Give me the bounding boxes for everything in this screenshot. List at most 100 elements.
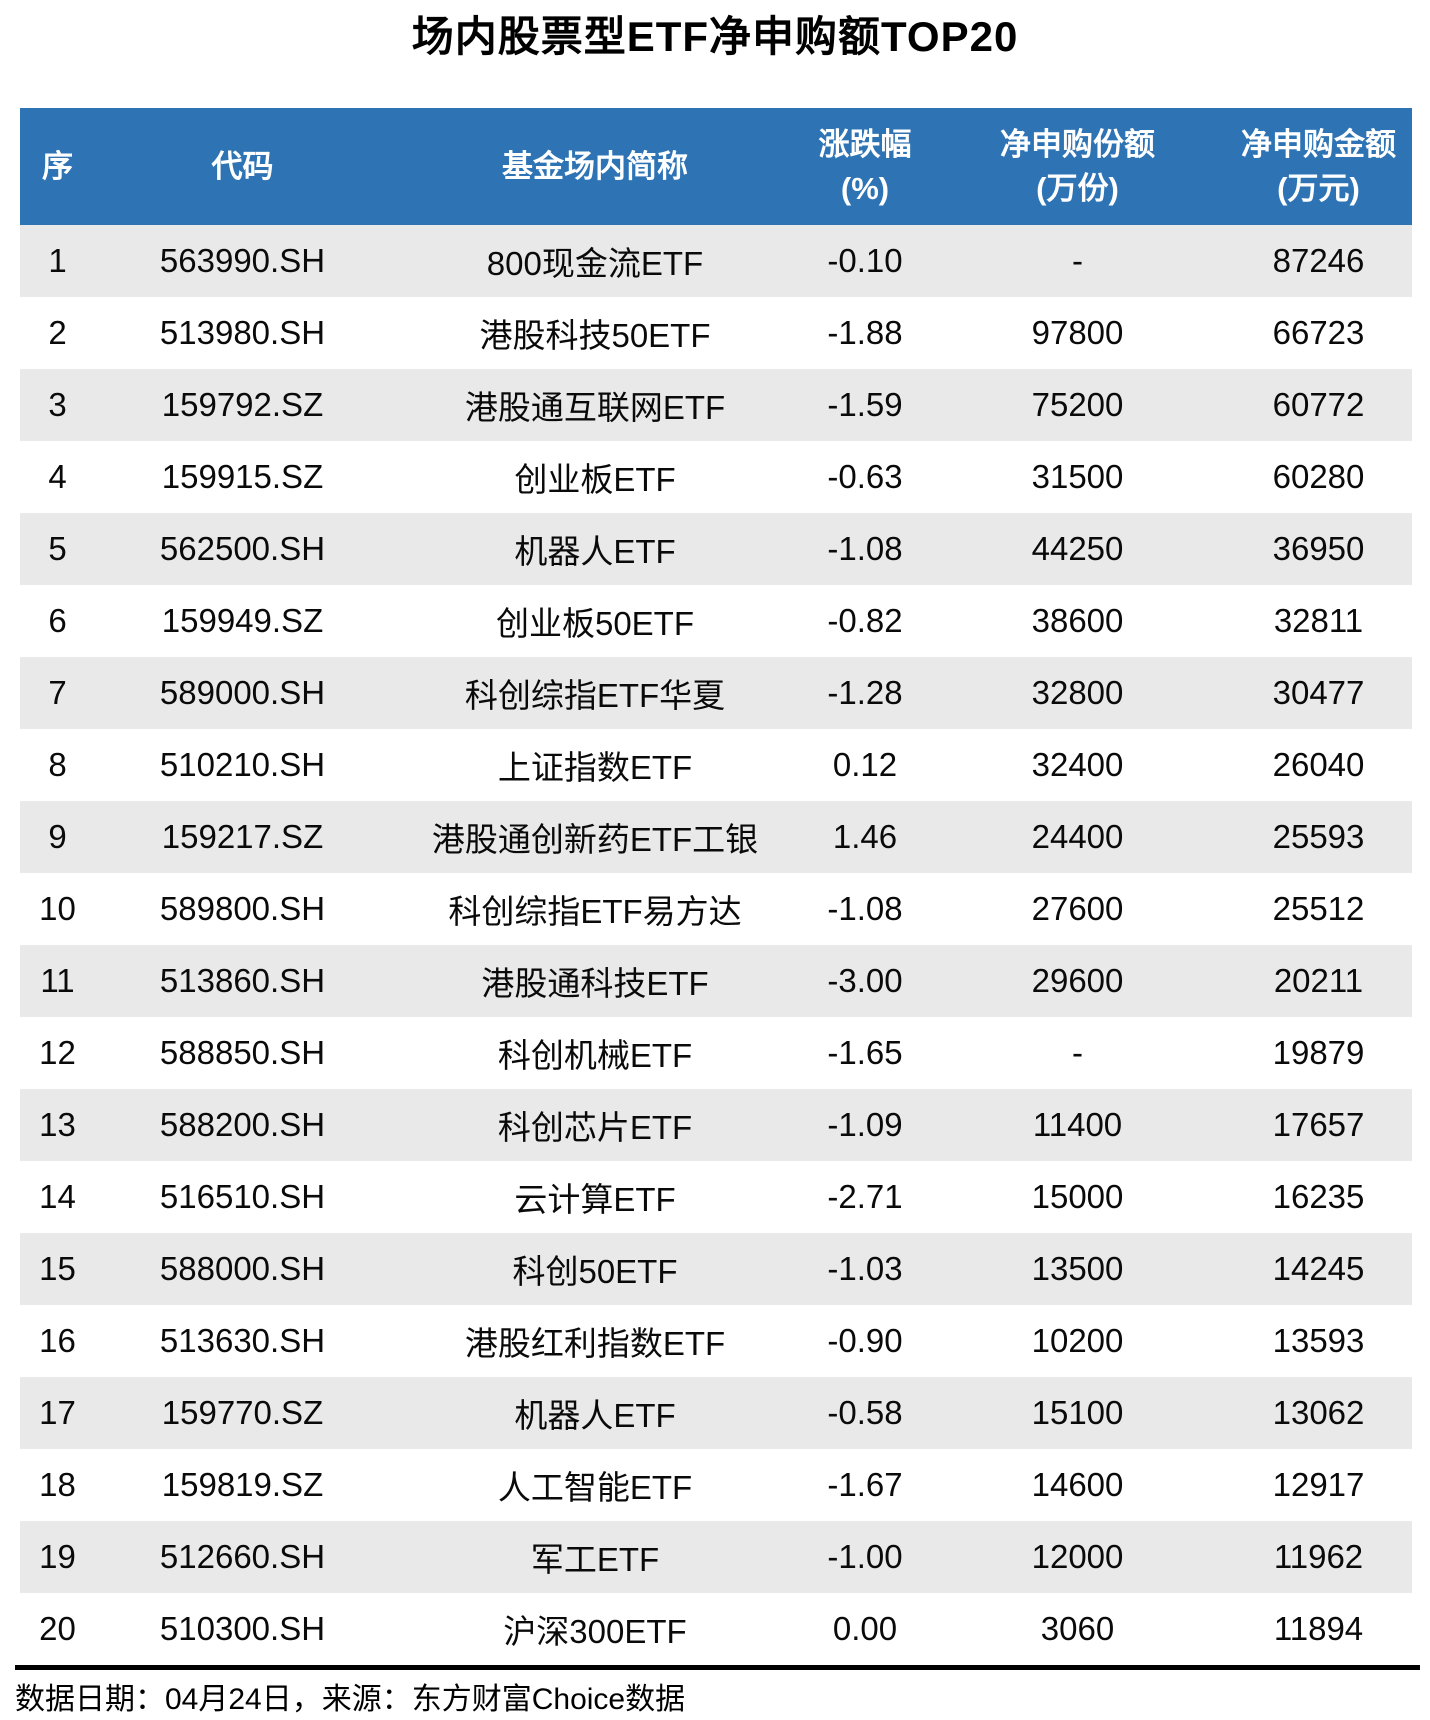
cell-change: -1.03: [827, 1250, 903, 1287]
cell-change: -1.67: [827, 1466, 903, 1503]
cell-code: 159949.SZ: [161, 602, 324, 639]
cell-shares: 75200: [1031, 386, 1124, 423]
cell-name: 科创芯片ETF: [497, 1109, 693, 1146]
cell-shares: 11400: [1032, 1106, 1123, 1143]
page-title: 场内股票型ETF净申购额TOP20: [411, 13, 1019, 60]
table-row: 12 588850.SH 科创机械ETF -1.65 - 19879: [20, 1017, 1412, 1089]
cell-name: 创业板ETF: [514, 461, 676, 498]
cell-change: -1.00: [827, 1538, 903, 1575]
cell-shares: 32800: [1031, 674, 1124, 711]
cell-code: 510300.SH: [159, 1610, 326, 1647]
cell-name: 创业板50ETF: [495, 605, 695, 642]
cell-amount: 60772: [1272, 386, 1365, 423]
cell-seq: 15: [39, 1250, 76, 1287]
cell-change: -0.58: [827, 1394, 903, 1431]
etf-net-subscription-table: 序代码 基金场内简称 涨跌幅 (%) 净申购份额 (万份) 净申购金额 (万元) 1 56399…: [20, 108, 1412, 1665]
cell-seq: 19: [39, 1538, 76, 1575]
column-header-shares-unit: (万份): [1036, 170, 1119, 206]
cell-name: 机器人ETF: [514, 533, 676, 570]
cell-name: 军工ETF: [530, 1541, 660, 1578]
cell-code: 513980.SH: [159, 314, 326, 351]
cell-seq: 20: [39, 1610, 76, 1647]
cell-change: -0.63: [827, 458, 903, 495]
cell-seq: 5: [48, 530, 67, 567]
cell-code: 159792.SZ: [161, 386, 324, 423]
column-header-change-unit: (%): [840, 170, 890, 206]
cell-shares: 44250: [1031, 530, 1124, 567]
cell-amount: 30477: [1272, 674, 1365, 711]
table-row: 10 589800.SH 科创综指ETF易方达 -1.08 27600 25512: [20, 873, 1412, 945]
cell-code: 159915.SZ: [161, 458, 324, 495]
cell-seq: 9: [48, 818, 67, 855]
table-row: 14 516510.SH 云计算ETF -2.71 15000 16235: [20, 1161, 1412, 1233]
cell-seq: 18: [39, 1466, 76, 1503]
cell-shares: 24400: [1031, 818, 1124, 855]
cell-seq: 17: [39, 1394, 76, 1431]
cell-change: 0.12: [832, 746, 898, 783]
table-row: 19 512660.SH 军工ETF -1.00 12000 11962: [20, 1521, 1412, 1593]
table-row: 9 159217.SZ 港股通创新药ETF工银 1.46 24400 25593: [20, 801, 1412, 873]
cell-amount: 11894: [1273, 1610, 1364, 1647]
table-row: 16 513630.SH 港股红利指数ETF -0.90 10200 13593: [20, 1305, 1412, 1377]
cell-name: 港股通科技ETF: [481, 965, 709, 1002]
cell-shares: 29600: [1031, 962, 1124, 999]
cell-change: -1.08: [827, 530, 903, 567]
cell-code: 589000.SH: [159, 674, 326, 711]
cell-shares: 3060: [1040, 1610, 1115, 1647]
cell-name: 800现金流ETF: [486, 245, 704, 282]
cell-change: 1.46: [832, 818, 898, 855]
cell-change: -1.65: [827, 1034, 903, 1071]
cell-change: -1.08: [827, 890, 903, 927]
cell-name: 机器人ETF: [514, 1397, 676, 1434]
cell-change: -0.90: [827, 1322, 903, 1359]
table-row: 7 589000.SH 科创综指ETF华夏 -1.28 32800 30477: [20, 657, 1412, 729]
table-row: 6 159949.SZ 创业板50ETF -0.82 38600 32811: [20, 585, 1412, 657]
cell-amount: 12917: [1272, 1466, 1365, 1503]
cell-change: -0.10: [827, 242, 903, 279]
table-row: 8 510210.SH 上证指数ETF 0.12 32400 26040: [20, 729, 1412, 801]
cell-change: -0.82: [827, 602, 903, 639]
cell-amount: 60280: [1272, 458, 1365, 495]
cell-name: 上证指数ETF: [497, 749, 693, 786]
cell-amount: 16235: [1272, 1178, 1365, 1215]
cell-change: -1.88: [827, 314, 903, 351]
cell-shares: 27600: [1031, 890, 1124, 927]
table-header: 序代码 基金场内简称 涨跌幅 (%) 净申购份额 (万份) 净申购金额 (万元): [20, 108, 1412, 225]
cell-seq: 11: [40, 962, 75, 999]
cell-seq: 1: [48, 242, 67, 279]
table-row: 5 562500.SH 机器人ETF -1.08 44250 36950: [20, 513, 1412, 585]
table-row: 2 513980.SH 港股科技50ETF -1.88 97800 66723: [20, 297, 1412, 369]
cell-code: 512660.SH: [159, 1538, 326, 1575]
cell-change: -1.28: [827, 674, 903, 711]
column-header-seq: 序: [20, 108, 95, 225]
cell-code: 562500.SH: [159, 530, 326, 567]
cell-shares: 32400: [1031, 746, 1124, 783]
cell-shares: 13500: [1031, 1250, 1124, 1287]
column-header-amount: 净申购金额 (万元): [1225, 108, 1412, 225]
cell-seq: 12: [39, 1034, 76, 1071]
column-header-shares: 净申购份额 (万份): [930, 108, 1225, 225]
table-header-row: 序代码 基金场内简称 涨跌幅 (%) 净申购份额 (万份) 净申购金额 (万元): [20, 108, 1412, 225]
column-header-amount-unit: (万元): [1277, 170, 1360, 206]
cell-amount: 26040: [1272, 746, 1365, 783]
footer-divider: [15, 1665, 1420, 1670]
cell-name: 沪深300ETF: [503, 1613, 687, 1650]
data-source-note: 数据日期：04月24日，来源：东方财富Choice数据: [15, 1683, 686, 1716]
cell-shares: -: [1072, 1034, 1083, 1071]
cell-seq: 7: [48, 674, 67, 711]
table-row: 20 510300.SH 沪深300ETF 0.00 3060 11894: [20, 1593, 1412, 1665]
cell-shares: 10200: [1031, 1322, 1124, 1359]
column-header-change: 涨跌幅 (%): [800, 108, 930, 225]
cell-name: 科创综指ETF华夏: [464, 677, 726, 714]
cell-code: 588000.SH: [159, 1250, 326, 1287]
cell-amount: 25593: [1272, 818, 1365, 855]
cell-shares: 38600: [1031, 602, 1124, 639]
table-row: 17 159770.SZ 机器人ETF -0.58 15100 13062: [20, 1377, 1412, 1449]
cell-name: 港股通创新药ETF工银: [431, 821, 759, 858]
cell-amount: 87246: [1272, 242, 1365, 279]
cell-name: 科创50ETF: [512, 1253, 678, 1290]
cell-amount: 20211: [1273, 962, 1364, 999]
table-body: 1 563990.SH 800现金流ETF -0.10 - 87246 2 513980.SH…: [20, 225, 1412, 1665]
cell-name: 港股红利指数ETF: [464, 1325, 726, 1362]
cell-shares: 97800: [1031, 314, 1124, 351]
